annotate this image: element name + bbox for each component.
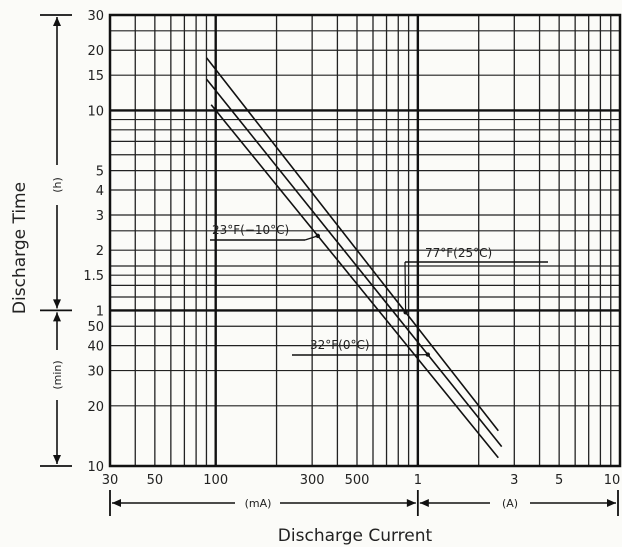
annotation-pointer xyxy=(304,235,319,241)
range-arrowhead xyxy=(53,455,61,464)
x-tick-label: 30 xyxy=(102,473,119,488)
annotation-label: 23°F(−10°C) xyxy=(212,223,289,237)
y-tick-label: 2 xyxy=(96,244,104,259)
annotation-label: 77°F(25°C) xyxy=(425,246,492,260)
range-arrowhead xyxy=(53,312,61,322)
x-tick-label: 500 xyxy=(345,473,370,488)
y-tick-label: 20 xyxy=(87,400,104,415)
annotation-label: 32°F(0°C) xyxy=(310,338,370,352)
range-arrowhead xyxy=(112,499,121,507)
plot-border xyxy=(108,13,622,468)
annotation-arrowhead xyxy=(403,310,408,315)
x-tick-label: 300 xyxy=(300,473,325,488)
y-range-label-hours: (h) xyxy=(51,177,64,193)
y-tick-label: 30 xyxy=(87,365,104,380)
annotation-pointer xyxy=(404,261,407,313)
y-axis-label: Discharge Time xyxy=(10,182,30,314)
x-tick-label: 50 xyxy=(147,473,164,488)
series-line-2 xyxy=(210,104,499,459)
plot-frame xyxy=(108,13,622,468)
range-arrowhead xyxy=(53,17,61,26)
y-tick-label: 4 xyxy=(96,184,104,199)
annotation-arrowhead xyxy=(425,352,430,357)
x-tick-label: 1 xyxy=(414,473,422,488)
range-arrowhead xyxy=(53,299,61,309)
range-arrowhead xyxy=(607,499,616,507)
x-range-label-milliamps: (mA) xyxy=(245,497,272,510)
x-axis-label: Discharge Current xyxy=(278,526,433,546)
series-line-1 xyxy=(205,78,503,448)
y-tick-label: 1.5 xyxy=(83,269,104,284)
x-tick-label: 5 xyxy=(555,473,563,488)
x-tick-label: 3 xyxy=(510,473,518,488)
x-tick-label: 100 xyxy=(203,473,228,488)
y-tick-label: 20 xyxy=(87,44,104,59)
grid-major xyxy=(110,15,620,466)
annotations-group: 77°F(25°C) 32°F(0°C) 23°F(−10°C) xyxy=(210,223,548,357)
y-tick-label: 40 xyxy=(87,340,104,355)
y-tick-label: 10 xyxy=(87,460,104,475)
y-tick-label: 50 xyxy=(87,320,104,335)
y-tick-label: 15 xyxy=(87,69,104,84)
y-tick-label: 5 xyxy=(96,165,104,180)
y-tick-label: 30 xyxy=(87,9,104,24)
series-group xyxy=(205,57,503,459)
tick-labels: 30 50 100 300 500 1 3 5 10102030405011.523451015… xyxy=(83,9,620,488)
x-range-label-amps: (A) xyxy=(502,497,518,510)
y-tick-label: 3 xyxy=(96,209,104,224)
range-arrowhead xyxy=(406,499,416,507)
y-range-label-minutes: (min) xyxy=(51,360,64,389)
series-line-0 xyxy=(205,57,499,432)
annotation-arrowhead xyxy=(315,233,321,239)
x-tick-label: 10 xyxy=(604,473,621,488)
grid-minor xyxy=(109,14,621,467)
range-arrowhead xyxy=(419,499,429,507)
axis-decorations: (h) (min) (mA) (A) xyxy=(40,14,619,516)
y-tick-label: 10 xyxy=(87,104,104,119)
y-tick-label: 1 xyxy=(96,304,104,319)
